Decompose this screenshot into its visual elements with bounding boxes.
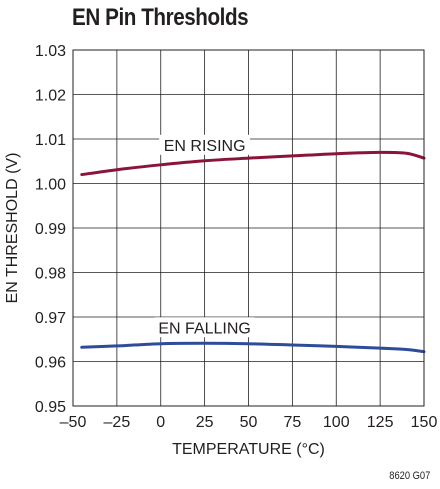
y-tick-label: 1.00 (35, 177, 66, 194)
series-line-en-falling (82, 343, 424, 351)
y-tick-label: 0.97 (35, 310, 66, 327)
grid-lines (73, 50, 424, 406)
y-tick-label: 0.99 (35, 221, 66, 238)
y-tick-label: 0.98 (35, 266, 66, 283)
series-label-en-rising: EN RISING (164, 138, 246, 155)
x-tick-label: 50 (240, 414, 258, 431)
y-axis-label: EN THRESHOLD (V) (4, 153, 21, 304)
x-axis-label: TEMPERATURE (°C) (172, 441, 325, 458)
y-tick-label: 1.02 (35, 88, 66, 105)
series-label-en-falling: EN FALLING (158, 320, 250, 337)
y-tick-labels: 0.95 0.96 0.97 0.98 0.99 1.00 1.01 1.02 1.03 (35, 43, 66, 416)
y-tick-label: 0.96 (35, 355, 66, 372)
y-tick-label: 0.95 (35, 399, 66, 416)
x-tick-label: 0 (156, 414, 165, 431)
figure-id: 8620 G07 (389, 470, 430, 482)
x-tick-label: 150 (411, 414, 438, 431)
y-tick-label: 1.01 (35, 132, 66, 149)
y-tick-label: 1.03 (35, 43, 66, 60)
x-tick-label: 75 (283, 414, 301, 431)
x-tick-labels: –50 –25 0 25 50 75 100 125 150 (60, 414, 438, 431)
series-line-en-rising (82, 152, 424, 174)
x-tick-label: 25 (196, 414, 214, 431)
x-tick-label: –25 (104, 414, 131, 431)
x-tick-label: –50 (60, 414, 87, 431)
x-tick-label: 100 (323, 414, 350, 431)
x-tick-label: 125 (367, 414, 394, 431)
